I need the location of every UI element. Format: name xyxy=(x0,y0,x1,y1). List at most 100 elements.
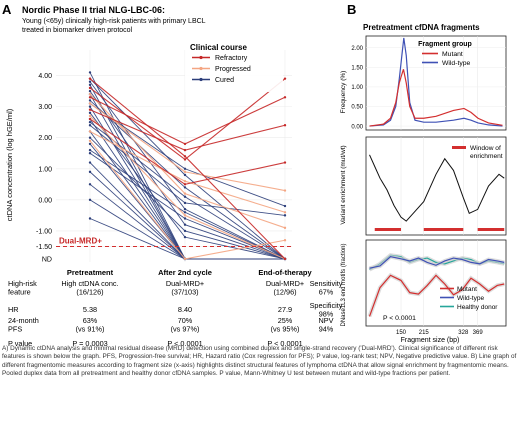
data-point xyxy=(88,130,92,133)
data-point xyxy=(283,189,287,192)
end-motif-line xyxy=(369,255,505,269)
data-point xyxy=(88,99,92,102)
data-point xyxy=(88,83,92,87)
caption-box: A) Dynamic ctDNA analysis and minimal re… xyxy=(2,345,517,378)
data-point xyxy=(283,96,287,99)
y-tick-label: ND xyxy=(42,256,52,263)
y-tick-label: 4.00 xyxy=(38,73,52,80)
data-point xyxy=(183,223,187,226)
data-point xyxy=(88,108,92,111)
table-cell: (vs 95%) xyxy=(271,325,300,334)
data-point xyxy=(283,257,287,261)
legend-label: enrichment xyxy=(470,153,503,160)
panel-b-end-motif-plot: Mutant Wild-type Healthy donor P < 0.0001 15… xyxy=(365,239,507,336)
y-tick-label: -1.00 xyxy=(36,228,52,235)
x-tick-label: After 2nd cycle xyxy=(158,268,212,277)
legend-title: Fragment group xyxy=(418,41,472,48)
table-cell: P value xyxy=(8,339,32,348)
data-point xyxy=(283,204,287,208)
data-point xyxy=(88,111,92,115)
enrichment-window xyxy=(374,228,401,231)
legend-label: Cured xyxy=(215,77,234,84)
legend-label: Wild-type xyxy=(442,60,471,67)
data-point xyxy=(283,161,287,164)
data-point xyxy=(88,77,92,80)
data-point xyxy=(88,124,92,127)
x-tick-label: 215 xyxy=(419,330,430,336)
table-cell: P < 0.0001 xyxy=(267,339,302,348)
table-cell: High-risk xyxy=(8,279,37,288)
enrichment-window xyxy=(423,228,464,231)
plot-frame xyxy=(365,136,507,236)
data-point xyxy=(88,96,92,99)
table-cell: 70% xyxy=(178,316,193,325)
panel-a-ylabel: ctDNA concentration (log hGE/ml) xyxy=(5,108,14,221)
table-cell: feature xyxy=(8,288,31,297)
data-point xyxy=(183,158,187,161)
caption: A) Dynamic ctDNA analysis and minimal re… xyxy=(2,345,517,378)
table-cell: Dual-MRD+ xyxy=(166,279,204,288)
y-tick-label: 3.00 xyxy=(38,104,52,111)
data-point xyxy=(88,139,92,142)
legend-label: Healthy donor xyxy=(457,304,498,311)
data-point xyxy=(183,155,187,158)
panel-b-letter: B xyxy=(347,2,356,17)
table-cell: Specificity xyxy=(310,301,343,310)
table-cell: NPV xyxy=(318,316,333,325)
legend-marker xyxy=(199,55,203,60)
table-cell: Dual-MRD+ xyxy=(266,279,304,288)
series-line xyxy=(89,103,286,207)
legend-label: Refractory xyxy=(215,55,248,62)
enrichment-window xyxy=(477,228,505,231)
legend-label: Mutant xyxy=(457,286,477,293)
data-point xyxy=(283,239,287,242)
data-point xyxy=(88,148,92,152)
table-cell: 98% xyxy=(319,310,334,319)
table-cell: 24-month xyxy=(8,316,39,325)
series-line xyxy=(89,143,285,260)
table-cell: 27.9 xyxy=(278,305,292,314)
legend-swatch xyxy=(452,146,466,149)
table-cell: (vs 91%) xyxy=(76,325,105,334)
data-point xyxy=(88,102,92,105)
data-point xyxy=(183,173,187,177)
data-point xyxy=(88,198,92,202)
data-point xyxy=(183,207,187,211)
data-point xyxy=(183,257,187,261)
panel-b-top-ylabel: Frequency (%) xyxy=(340,71,347,114)
x-tick-label: 328 xyxy=(458,330,469,336)
data-point xyxy=(88,120,92,124)
y-tick-label: -1.50 xyxy=(36,244,52,251)
table-cell: 63% xyxy=(83,316,98,325)
table-cell: P < 0.0001 xyxy=(167,339,202,348)
data-point xyxy=(183,183,187,186)
enrichment-line xyxy=(369,154,505,222)
y-tick-label: 1.50 xyxy=(351,66,363,72)
panel-b-mid-ylabel: Variant enrichment (mut/wt) xyxy=(340,145,347,224)
table-cell: P = 0.0003 xyxy=(72,339,107,348)
data-point xyxy=(183,217,187,220)
table-cell: High ctDNA conc. xyxy=(61,279,118,288)
x-tick-label: Pretreatment xyxy=(67,268,114,277)
data-point xyxy=(88,92,92,96)
data-point xyxy=(183,142,187,146)
data-point xyxy=(88,86,92,90)
y-tick-label: 1.00 xyxy=(38,166,52,173)
table-cell: Sensitivity xyxy=(310,279,343,288)
table-cell: 94% xyxy=(319,325,334,334)
table-cell: 25% xyxy=(278,316,293,325)
table-cell: 8.40 xyxy=(178,305,192,314)
data-point xyxy=(88,136,92,139)
data-point xyxy=(283,214,287,217)
table-cell: HR xyxy=(8,305,19,314)
data-point xyxy=(183,170,187,174)
data-point xyxy=(88,142,92,146)
table-cell: 5.38 xyxy=(83,305,97,314)
y-tick-label: 2.00 xyxy=(38,135,52,142)
data-point xyxy=(88,183,92,186)
legend-title: Clinical course xyxy=(190,43,247,52)
series-line xyxy=(89,112,286,260)
